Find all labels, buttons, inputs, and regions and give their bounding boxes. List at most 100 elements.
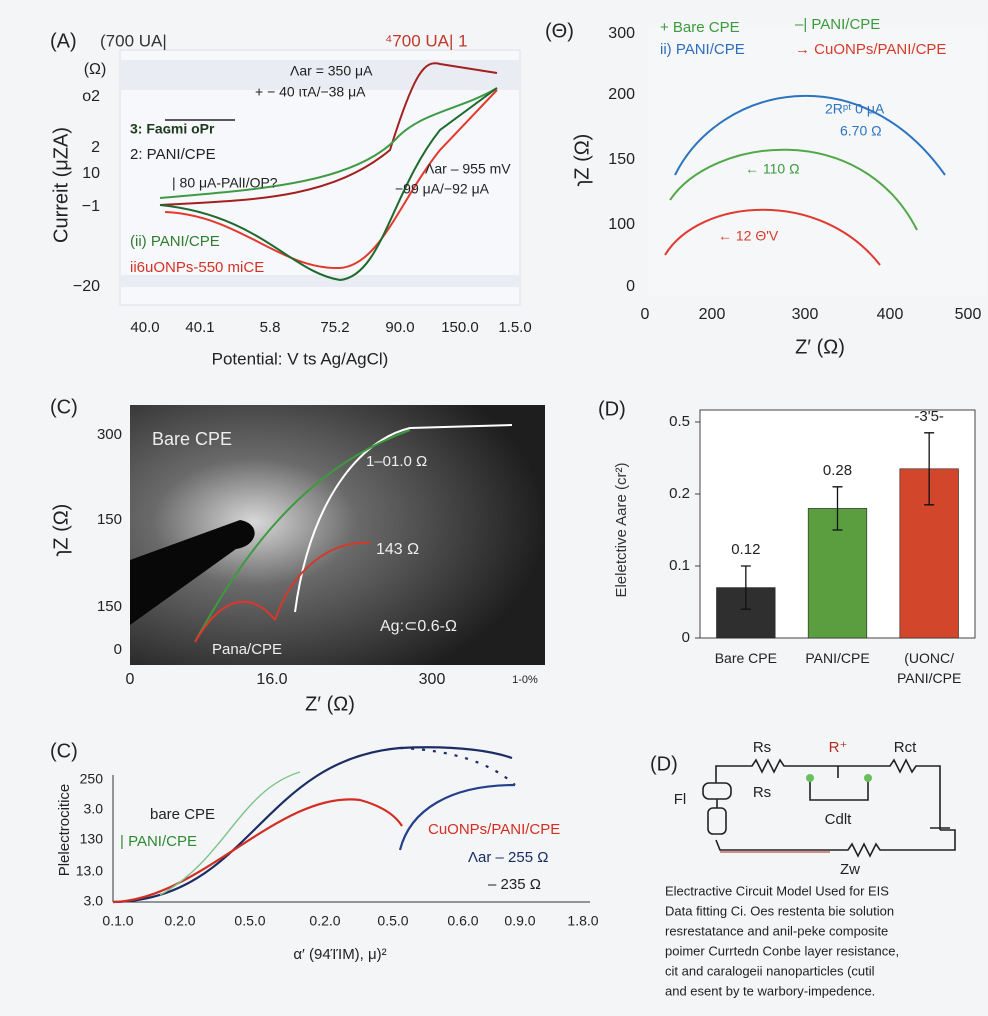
x-axis-title: α′ (94ΊΊM), μ)² [293, 946, 386, 963]
annotation: | PANI/CPE [120, 833, 197, 850]
x-tick-label: 0.1.0 [102, 913, 133, 929]
x-tick-label: 0.2.0 [309, 913, 340, 929]
x-tick-label: 0.9.0 [504, 913, 535, 929]
y-tick-label: 13.0 [76, 863, 103, 879]
band [120, 275, 520, 287]
curve [274, 541, 371, 621]
x-tick-label: 40.0 [130, 319, 159, 336]
y-tick-label: 130 [80, 831, 104, 847]
annotation: ii6uONPs-550 miCE [130, 259, 264, 276]
y-tick-label: 300 [608, 25, 635, 42]
x-tick-label-box: Bare CPE [715, 650, 777, 666]
caption-line: poimer Currtedn Conbe layer resistance, [665, 943, 899, 958]
x-tick-label: 1-0% [512, 674, 538, 686]
curve [112, 746, 513, 904]
annotation: (ii) PANI/CPE [130, 233, 220, 250]
curve [194, 429, 411, 643]
curves [194, 424, 513, 643]
annotation: ⁴700 UA| 1 [385, 31, 468, 50]
error-bar [740, 565, 751, 610]
curves [664, 94, 946, 266]
node [806, 774, 814, 782]
annotation: CuONPs/PANI/CPE [428, 821, 560, 838]
panel-label: (C) [50, 740, 78, 762]
curve [194, 600, 276, 643]
x-axis-title: Z′ (Ω) [305, 693, 355, 715]
curve [159, 87, 498, 199]
panel-label: (A) [50, 30, 77, 52]
legend-entry: –| PANI/CPE [795, 16, 880, 33]
probe [130, 520, 255, 625]
annotation: 2: PANI/CPE [130, 146, 216, 163]
panel-label: (Θ) [545, 20, 574, 42]
annotation: Λar – 955 mV [425, 161, 511, 177]
y-tick-label: 150 [608, 151, 635, 168]
circuit-label: Rs [753, 784, 771, 801]
legend-entry: ii) PANI/CPE [660, 41, 745, 58]
y-tick-label: 100 [608, 216, 635, 233]
annotation: 6.70 Ω [840, 123, 882, 139]
curve [159, 62, 498, 206]
annotation: | 80 μA-PAlI/OP? [172, 175, 278, 191]
curve [159, 87, 498, 282]
annotation: Bare CPE [152, 429, 232, 449]
data-annotation: 0.28 [823, 462, 852, 479]
annotation: Λar = 350 μA [290, 63, 373, 79]
annotation: bare CPE [150, 806, 215, 823]
y-tick-label: 3.0 [84, 801, 104, 817]
wire [715, 829, 956, 858]
unit-label: (Ω) [84, 61, 107, 78]
x-tick-label: 200 [699, 306, 726, 323]
caption-line: Data fitting Ci. Oes restenta bie soluti… [665, 903, 894, 918]
curve [664, 208, 881, 266]
circuit-label: Fl [674, 791, 687, 808]
y-tick-label: 10 [82, 165, 100, 182]
x-tick-label: 0 [126, 671, 135, 688]
plot-area [648, 28, 986, 296]
y-tick-label: 150 [97, 598, 122, 615]
curve [164, 89, 498, 270]
x-tick-label: 16.0 [256, 671, 287, 688]
annotation: Λar – 255 Ω [468, 849, 548, 866]
y-tick-label: 0 [626, 278, 635, 295]
y-tick-label: 150 [97, 511, 122, 528]
y-tick-label: 0 [682, 629, 690, 646]
y-tick-label: o2 [82, 88, 100, 105]
curve [674, 94, 946, 176]
x-tick-label: 40.1 [185, 319, 214, 336]
annotation: Ag:⊂0.6-Ω [380, 618, 457, 635]
x-axis-title: Potential: V ts Ag/AgCl) [212, 349, 389, 368]
y-tick-label: 3.0 [84, 893, 104, 909]
caption-line: Electractive Circuit Model Used for EIS [665, 883, 889, 898]
x-tick-label-box: (UONC/ PANI/CPE [897, 650, 962, 686]
caption-line: resrestatance and anil-peke composite [665, 923, 888, 938]
caption-line: cit and caralogeii nanoparticles (cutil [665, 963, 875, 978]
y-tick-label: 250 [80, 771, 104, 787]
y-tick-label: 0.2 [669, 485, 690, 502]
x-tick-label: 1.5.0 [498, 319, 531, 336]
band [120, 60, 520, 90]
annotation: (700 UA| [100, 31, 167, 50]
annotation: 1–01.0 Ω [366, 453, 427, 470]
circuit-label: Rct [894, 739, 917, 756]
y-tick-label: −1 [82, 198, 100, 215]
wire [809, 766, 869, 801]
y-axis-title: ɿZ (Ω) [571, 134, 593, 187]
x-tick-label: 0.6.0 [447, 913, 478, 929]
x-tick-label: 5.8 [260, 319, 281, 336]
x-tick-label: 0.5.0 [377, 913, 408, 929]
annotation: 143 Ω [376, 541, 419, 558]
y-tick-label: 0 [114, 641, 122, 658]
annotation: ← 12 Θ'V [718, 228, 779, 244]
curve [399, 746, 516, 786]
x-axis-title: Z′ (Ω) [795, 336, 845, 358]
x-tick-label: 90.0 [385, 319, 414, 336]
x-tick-label: 0.5.0 [234, 913, 265, 929]
panel-label: (C) [50, 396, 78, 418]
x-tick-label: (UONC/ PANI/CPE [897, 650, 962, 686]
x-tick-label: 300 [792, 306, 819, 323]
circuit-diagram [702, 758, 956, 858]
circuit-label: Zw [840, 861, 860, 878]
